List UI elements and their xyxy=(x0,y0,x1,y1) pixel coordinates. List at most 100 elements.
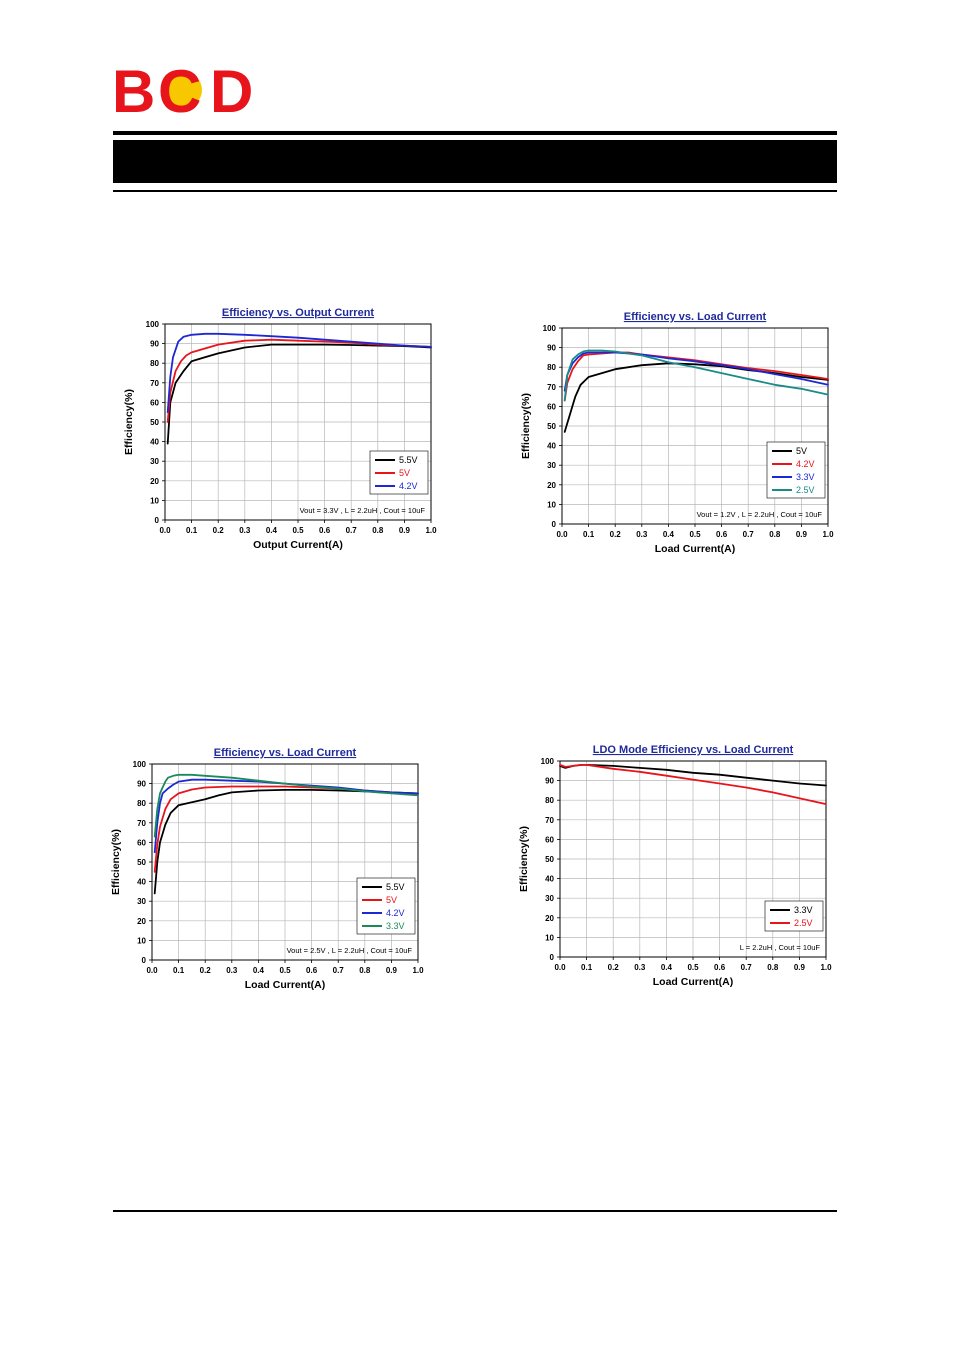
x-tick-label: 0.4 xyxy=(661,963,673,972)
x-tick-label: 0.5 xyxy=(689,530,701,539)
y-tick-label: 10 xyxy=(547,500,556,509)
y-tick-label: 20 xyxy=(545,914,554,923)
y-tick-label: 20 xyxy=(137,917,146,926)
y-tick-label: 40 xyxy=(547,442,556,451)
y-tick-label: 100 xyxy=(146,320,160,329)
y-tick-label: 70 xyxy=(137,819,146,828)
x-tick-label: 0.3 xyxy=(636,530,648,539)
series-line-5-5v xyxy=(153,789,419,895)
x-tick-label: 0.1 xyxy=(583,530,595,539)
legend-entry: 2.5V xyxy=(794,918,813,928)
legend: 5.5V 5V 4.2V 3.3V xyxy=(356,877,416,935)
y-tick-label: 30 xyxy=(547,461,556,470)
x-tick-label: 1.0 xyxy=(412,966,424,975)
y-tick-label: 50 xyxy=(545,855,554,864)
y-tick-label: 60 xyxy=(547,402,556,411)
y-tick-label: 90 xyxy=(137,780,146,789)
x-tick-label: 0.7 xyxy=(346,526,358,535)
y-tick-label: 90 xyxy=(150,340,159,349)
logo-ball xyxy=(166,72,202,108)
x-tick-label: 1.0 xyxy=(822,530,834,539)
y-tick-label: 0 xyxy=(142,956,147,965)
y-axis-label: Efficiency(%) xyxy=(110,829,122,895)
x-tick-label: 0.1 xyxy=(173,966,185,975)
x-tick-label: 1.0 xyxy=(425,526,437,535)
x-tick-label: 0.8 xyxy=(769,530,781,539)
legend: 5V 4.2V 3.3V 2.5V xyxy=(766,441,826,499)
x-axis-label: Load Current(A) xyxy=(653,976,734,988)
x-tick-label: 1.0 xyxy=(820,963,832,972)
series-group xyxy=(559,763,827,805)
chart-title: Efficiency vs. Load Current xyxy=(624,311,767,323)
x-tick-label: 0.2 xyxy=(200,966,212,975)
x-tick-label: 0.5 xyxy=(292,526,304,535)
chart-title: Efficiency vs. Output Current xyxy=(222,307,375,319)
series-line-2-5v xyxy=(559,763,827,805)
y-tick-label: 70 xyxy=(545,816,554,825)
logo-letter-d: D xyxy=(210,64,253,114)
x-tick-label: 0.2 xyxy=(610,530,622,539)
x-tick-label: 0.4 xyxy=(253,966,265,975)
y-tick-label: 70 xyxy=(547,383,556,392)
y-tick-label: 60 xyxy=(545,835,554,844)
series-line-4-2v xyxy=(563,351,829,402)
legend-entry: 3.3V xyxy=(386,921,405,931)
y-tick-label: 40 xyxy=(150,438,159,447)
y-tick-label: 10 xyxy=(545,933,554,942)
series-line-5v xyxy=(166,338,432,423)
legend-entry: 4.2V xyxy=(399,481,418,491)
chart-title: LDO Mode Efficiency vs. Load Current xyxy=(593,744,794,756)
series-group xyxy=(153,773,419,895)
x-tick-label: 0.0 xyxy=(159,526,171,535)
x-tick-label: 0.0 xyxy=(554,963,566,972)
series-group xyxy=(563,349,829,433)
series-line-5-5v xyxy=(166,343,432,445)
x-tick-label: 0.7 xyxy=(333,966,345,975)
y-axis-label: Efficiency(%) xyxy=(518,826,530,892)
y-tick-label: 20 xyxy=(547,481,556,490)
series-group xyxy=(166,332,432,445)
y-tick-label: 90 xyxy=(545,777,554,786)
legend-entry: 3.3V xyxy=(794,905,813,915)
chart-title: Efficiency vs. Load Current xyxy=(214,747,357,759)
x-tick-label: 0.4 xyxy=(266,526,278,535)
y-tick-label: 0 xyxy=(155,516,160,525)
y-tick-label: 80 xyxy=(137,799,146,808)
header-bar xyxy=(113,140,837,183)
series-line-2-5v xyxy=(563,349,829,402)
series-line-3-3v xyxy=(153,773,419,838)
x-tick-label: 0.9 xyxy=(796,530,808,539)
x-tick-label: 0.8 xyxy=(767,963,779,972)
x-tick-label: 0.5 xyxy=(687,963,699,972)
legend-box xyxy=(764,900,824,932)
y-tick-label: 30 xyxy=(137,897,146,906)
legend-entry: 3.3V xyxy=(796,472,815,482)
x-tick-label: 0.1 xyxy=(186,526,198,535)
chart-1: Efficiency vs. Output Current 0.0 0.1 0.2 0.… xyxy=(110,302,440,564)
legend-entry: 4.2V xyxy=(386,908,405,918)
chart-note: Vout = 1.2V , L = 2.2uH , Cout = 10uF xyxy=(697,510,823,519)
y-tick-label: 70 xyxy=(150,379,159,388)
y-tick-label: 60 xyxy=(150,398,159,407)
x-tick-label: 0.0 xyxy=(556,530,568,539)
x-tick-label: 0.9 xyxy=(399,526,411,535)
x-tick-label: 0.0 xyxy=(146,966,158,975)
x-tick-label: 0.1 xyxy=(581,963,593,972)
y-tick-label: 80 xyxy=(545,796,554,805)
bcd-logo: B C D xyxy=(112,64,253,114)
y-tick-label: 10 xyxy=(150,496,159,505)
y-tick-label: 20 xyxy=(150,477,159,486)
y-tick-label: 0 xyxy=(550,953,555,962)
x-tick-label: 0.2 xyxy=(608,963,620,972)
y-tick-label: 100 xyxy=(133,760,147,769)
x-tick-label: 0.9 xyxy=(386,966,398,975)
y-tick-label: 30 xyxy=(150,457,159,466)
series-line-4-2v xyxy=(166,332,432,414)
logo-letter-b: B xyxy=(112,64,155,114)
x-tick-label: 0.3 xyxy=(239,526,251,535)
x-tick-label: 0.7 xyxy=(743,530,755,539)
y-tick-label: 0 xyxy=(552,520,557,529)
chart-2: Efficiency vs. Load Current 0.0 0.1 0.2 0.3 0… xyxy=(507,306,837,568)
y-tick-label: 80 xyxy=(547,363,556,372)
y-tick-label: 30 xyxy=(545,894,554,903)
